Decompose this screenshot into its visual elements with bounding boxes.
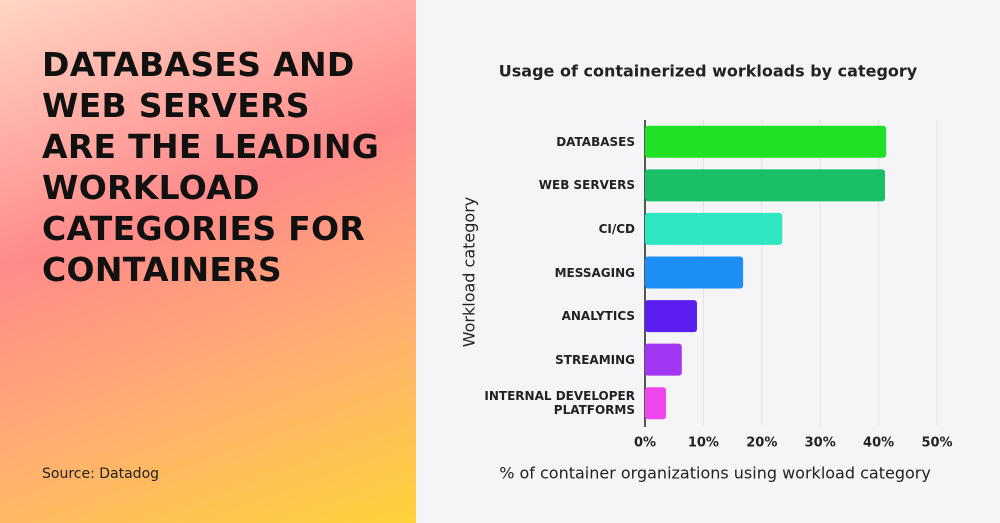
x-axis-label: % of container organizations using workl…	[499, 464, 931, 483]
x-tick-label: 40%	[863, 436, 894, 451]
y-tick-label: MESSAGING	[554, 265, 635, 280]
headline: DATABASES AND WEB SERVERS ARE THE LEADIN…	[42, 45, 380, 289]
y-tick-label: WEB SERVERS	[538, 178, 635, 193]
y-tick-label: INTERNAL DEVELOPER PLATFORMS	[484, 389, 635, 418]
bar	[645, 212, 783, 245]
bar	[645, 343, 682, 376]
y-tick-label: STREAMING	[555, 352, 635, 367]
headline-panel: DATABASES AND WEB SERVERS ARE THE LEADIN…	[0, 0, 416, 523]
bar	[645, 125, 887, 158]
x-tick-label: 20%	[746, 436, 777, 451]
bar	[645, 169, 886, 202]
y-tick-label: ANALYTICS	[561, 309, 635, 324]
source: Source: Datadog	[42, 466, 160, 482]
x-tick-label: 10%	[688, 436, 719, 451]
x-tick-label: 0%	[634, 436, 656, 451]
bar	[645, 256, 744, 289]
y-axis-label: Workload category	[460, 197, 479, 348]
y-tick-label: DATABASES	[556, 134, 635, 149]
x-tick-label: 50%	[921, 436, 952, 451]
bar	[645, 300, 697, 333]
y-tick-label: CI/CD	[598, 221, 635, 236]
x-tick-label: 30%	[805, 436, 836, 451]
chart-title: Usage of containerized workloads by cate…	[499, 62, 918, 81]
bar	[645, 387, 667, 420]
